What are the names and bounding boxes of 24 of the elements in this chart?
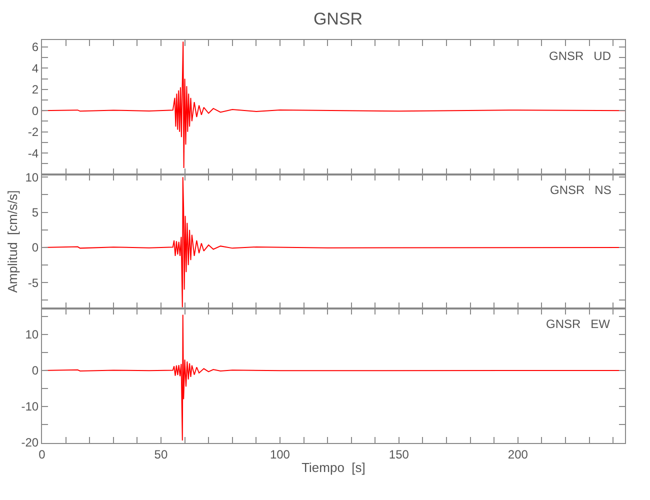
y-tick-label: 4 — [32, 61, 39, 76]
y-tick-label: -5 — [28, 276, 39, 290]
x-axis-title: Tiempo [s] — [302, 460, 366, 475]
y-axis-title: Amplitud [cm/s/s] — [5, 190, 20, 293]
y-tick-label: 6 — [32, 40, 39, 54]
x-tick-label: 100 — [270, 447, 290, 462]
y-tick-label: 0 — [32, 364, 39, 378]
y-tick-label: 2 — [32, 82, 39, 97]
y-tick-label: 10 — [25, 170, 39, 184]
y-tick-label: -4 — [28, 146, 39, 160]
y-tick-label: 5 — [32, 206, 39, 220]
y-tick-label: -2 — [28, 125, 39, 140]
y-tick-label: -20 — [21, 435, 39, 450]
y-tick-label: 10 — [25, 328, 39, 342]
x-tick-label: 200 — [508, 447, 528, 462]
y-tick-label: 0 — [32, 104, 39, 118]
x-tick-label: 150 — [388, 447, 410, 462]
y-tick-label: -10 — [21, 400, 39, 414]
x-tick-label: 50 — [154, 447, 168, 462]
chart-title: GNSR — [313, 9, 363, 28]
annotation: GNSR NS — [550, 183, 612, 197]
annotation: GNSR UD — [549, 49, 612, 63]
y-tick-label: 0 — [32, 240, 39, 255]
annotation: GNSR EW — [546, 317, 611, 331]
